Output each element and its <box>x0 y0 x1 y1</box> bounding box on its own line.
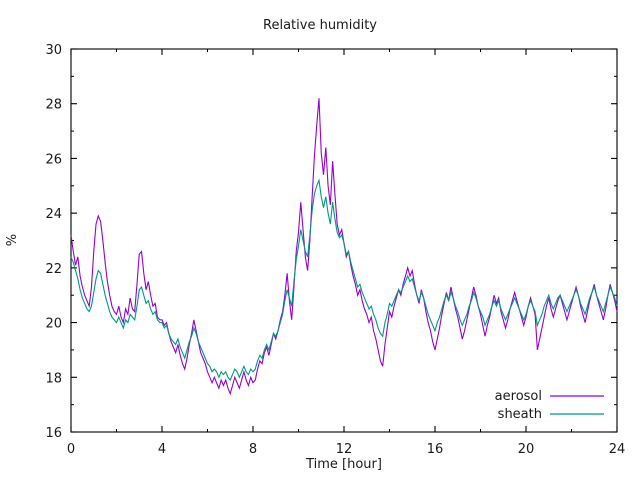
x-tick-label: 12 <box>336 442 353 457</box>
axis-tick-labels: 16 18 20 22 24 26 28 30 0 4 8 12 16 20 24 <box>45 43 625 457</box>
y-tick-label: 30 <box>45 43 62 58</box>
data-series <box>70 98 618 396</box>
x-tick-label: 0 <box>67 442 75 457</box>
y-tick-label: 16 <box>45 426 62 441</box>
y-tick-label: 20 <box>45 317 62 332</box>
y-tick-label: 28 <box>45 98 62 113</box>
x-tick-label: 20 <box>518 442 535 457</box>
x-tick-label: 16 <box>427 442 444 457</box>
plot-frame <box>70 48 618 433</box>
legend-label-sheath[interactable]: sheath <box>498 407 542 422</box>
x-tick-label: 4 <box>158 442 166 457</box>
x-tick-label: 8 <box>249 442 257 457</box>
legend-label-aerosol[interactable]: aerosol <box>495 389 542 404</box>
chart-legend[interactable]: aerosol sheath <box>495 389 604 422</box>
y-tick-label: 24 <box>45 207 62 222</box>
y-tick-label: 26 <box>45 152 62 167</box>
y-tick-label: 18 <box>45 371 62 386</box>
x-axis-label: Time [hour] <box>305 457 382 472</box>
series-line-sheath <box>70 178 618 382</box>
x-tick-label: 24 <box>609 442 626 457</box>
y-axis-label: % <box>5 234 20 246</box>
y-tick-label: 22 <box>45 262 62 277</box>
chart-title: Relative humidity <box>263 18 377 33</box>
